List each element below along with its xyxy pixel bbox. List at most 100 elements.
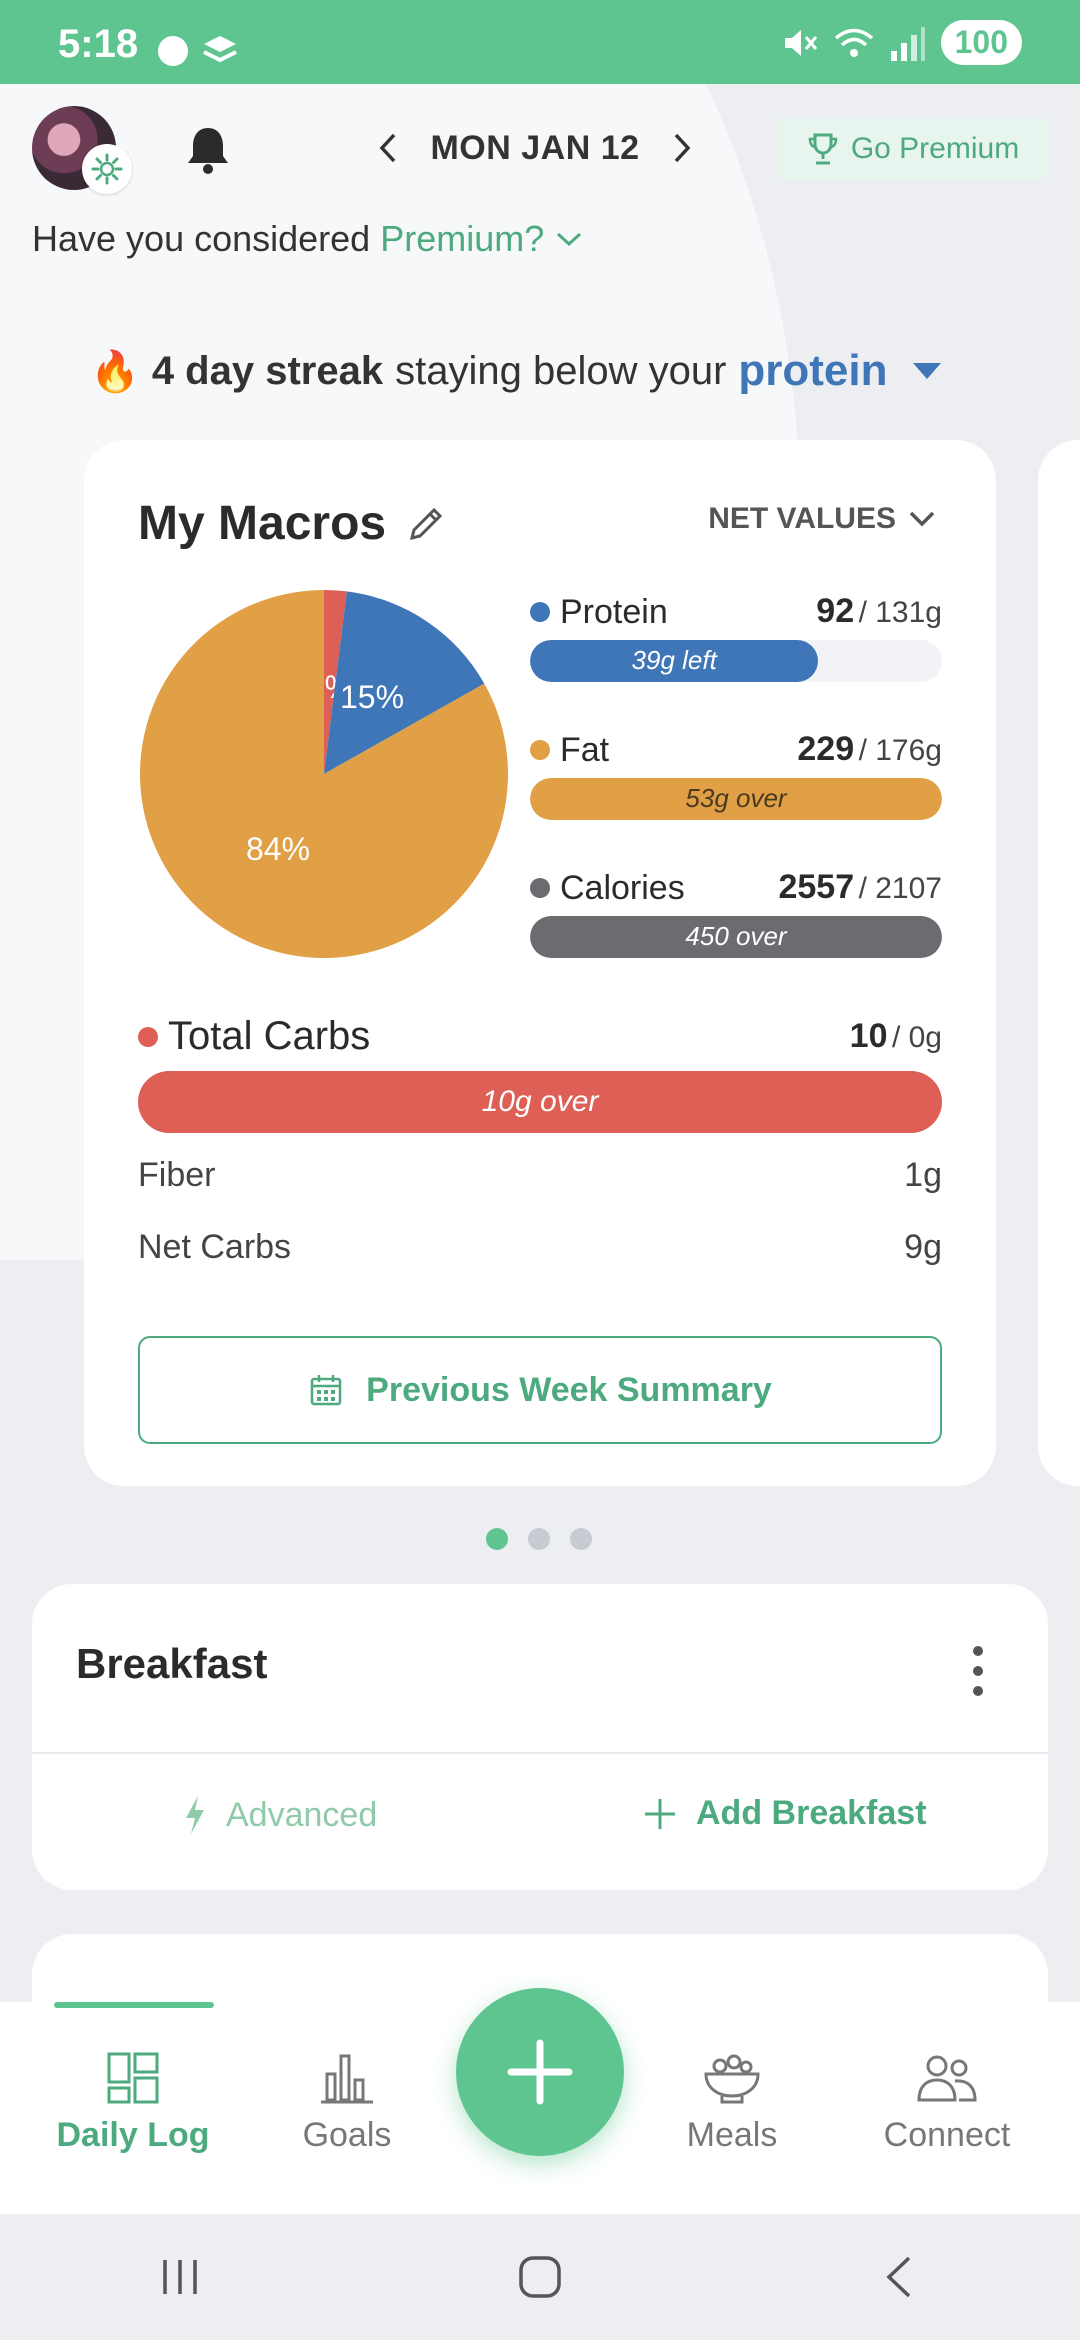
plus-icon xyxy=(645,1798,675,1829)
tab-connect-label: Connect xyxy=(883,2116,1011,2154)
breakfast-card: Breakfast Advanced Add Breakfast xyxy=(32,1584,1048,1890)
go-premium-label: Go Premium xyxy=(850,132,1020,165)
fat-dot xyxy=(530,740,550,760)
fiber-row: Fiber 1g xyxy=(138,1156,942,1195)
pager-dot-3[interactable] xyxy=(570,1528,592,1550)
streak-text: staying below your xyxy=(395,348,727,393)
add-breakfast-label: Add Breakfast xyxy=(696,1794,927,1832)
caret-down-icon xyxy=(912,363,941,379)
chevron-down-icon xyxy=(557,232,582,247)
calories-bar-fill: 450 over xyxy=(530,915,942,958)
prev-day-button[interactable] xyxy=(370,126,406,170)
protein-goal: / 131g xyxy=(858,596,942,629)
status-time: 5:18 xyxy=(58,22,139,66)
fat-bar: 53g over xyxy=(530,777,942,820)
tab-connect[interactable]: Connect xyxy=(847,2050,1047,2155)
net-values-dropdown[interactable]: NET VALUES xyxy=(708,502,936,536)
macros-title-text: My Macros xyxy=(138,497,387,550)
tab-daily-log-label: Daily Log xyxy=(56,2116,210,2154)
app-notification-icon xyxy=(203,36,237,63)
protein-bar: 39g left xyxy=(530,639,942,682)
premium-prompt-text: Have you considered xyxy=(32,218,371,259)
net-carbs-value: 9g xyxy=(904,1228,942,1266)
carbs-row: Total Carbs 10 / 0g 10g over xyxy=(138,1014,942,1133)
edit-pencil-icon[interactable] xyxy=(404,502,448,546)
macros-card: My Macros NET VALUES 2% 15% 84% Protein 92… xyxy=(84,440,996,1486)
previous-week-summary-label: Previous Week Summary xyxy=(366,1370,772,1409)
card-pager xyxy=(486,1528,592,1550)
carbs-label: Total Carbs xyxy=(168,1014,371,1058)
protein-bar-fill: 39g left xyxy=(530,639,819,682)
recent-apps-icon[interactable] xyxy=(155,2252,205,2302)
signal-icon xyxy=(890,26,925,61)
add-entry-fab[interactable] xyxy=(456,1988,624,2156)
plus-icon xyxy=(507,2039,573,2105)
calories-label: Calories xyxy=(560,868,685,907)
fat-goal: / 176g xyxy=(858,734,942,767)
premium-prompt[interactable]: Have you considered Premium? xyxy=(32,218,584,260)
calendar-icon xyxy=(310,1375,342,1406)
pie-slice-total-carbs xyxy=(324,590,347,774)
net-carbs-label: Net Carbs xyxy=(138,1228,292,1266)
chevron-left-icon xyxy=(379,133,396,163)
net-carbs-row: Net Carbs 9g xyxy=(138,1228,942,1267)
go-premium-button[interactable]: Go Premium xyxy=(778,118,1048,180)
fat-bar-fill: 53g over xyxy=(530,777,942,820)
home-icon[interactable] xyxy=(515,2252,565,2302)
status-bar: 5:18 100 xyxy=(0,0,1080,84)
current-date[interactable]: MON JAN 12 xyxy=(430,128,640,167)
next-card-peek[interactable] xyxy=(1038,440,1080,1486)
active-tab-indicator xyxy=(54,2002,214,2008)
macros-title: My Macros xyxy=(138,496,448,551)
pie-label-fat: 84% xyxy=(246,831,310,867)
calories-goal: / 2107 xyxy=(858,872,942,905)
settings-gear-icon[interactable] xyxy=(82,144,132,194)
daily-log-icon xyxy=(107,2052,159,2104)
wifi-icon xyxy=(834,28,873,57)
calories-bar: 450 over xyxy=(530,915,942,958)
macros-pie-chart: 2%15%84% xyxy=(140,590,509,958)
breakfast-divider xyxy=(32,1752,1048,1754)
calories-row: Calories 2557 / 2107 450 over xyxy=(530,868,942,958)
advanced-button[interactable]: Advanced xyxy=(182,1794,377,1836)
fiber-value: 1g xyxy=(904,1156,942,1194)
chevron-down-icon xyxy=(909,511,935,527)
next-day-button[interactable] xyxy=(664,126,700,170)
protein-label: Protein xyxy=(560,592,668,631)
salad-bowl-icon xyxy=(704,2054,760,2104)
breakfast-more-menu-icon[interactable] xyxy=(968,1646,988,1696)
add-breakfast-button[interactable]: Add Breakfast xyxy=(642,1794,927,1833)
advanced-label: Advanced xyxy=(226,1795,378,1834)
lightning-icon xyxy=(186,1796,204,1834)
fat-row: Fat 229 / 176g 53g over xyxy=(530,730,942,820)
back-icon[interactable] xyxy=(875,2252,925,2302)
tab-daily-log[interactable]: Daily Log xyxy=(33,2050,233,2155)
streak-count: 4 day streak xyxy=(151,348,384,393)
fat-label: Fat xyxy=(560,730,610,769)
system-navigation-bar xyxy=(0,2214,1080,2340)
trophy-icon xyxy=(808,133,838,165)
protein-value: 92 xyxy=(816,592,855,630)
streak-banner[interactable]: 🔥 4 day streak staying below your protei… xyxy=(90,346,990,396)
carbs-dot xyxy=(138,1026,158,1047)
notification-dot-icon xyxy=(158,36,188,66)
pager-dot-2[interactable] xyxy=(528,1528,550,1550)
tab-goals-label: Goals xyxy=(302,2116,392,2154)
premium-prompt-link: Premium? xyxy=(380,218,545,259)
streak-macro: protein xyxy=(738,346,888,395)
mute-icon xyxy=(784,29,817,56)
chevron-right-icon xyxy=(674,133,691,163)
fiber-label: Fiber xyxy=(138,1156,216,1194)
protein-row: Protein 92 / 131g 39g left xyxy=(530,592,942,682)
pie-slice-protein xyxy=(324,591,485,774)
bell-icon[interactable] xyxy=(180,122,236,178)
tab-goals[interactable]: Goals xyxy=(247,2050,447,2155)
tab-meals[interactable]: Meals xyxy=(632,2050,832,2155)
calories-value: 2557 xyxy=(778,868,855,906)
pager-dot-1[interactable] xyxy=(486,1528,508,1550)
carbs-goal: / 0g xyxy=(891,1020,942,1054)
previous-week-summary-button[interactable]: Previous Week Summary xyxy=(138,1336,942,1444)
carbs-bar: 10g over xyxy=(138,1071,942,1133)
tab-meals-label: Meals xyxy=(686,2116,778,2154)
pie-label-protein: 15% xyxy=(340,679,404,715)
